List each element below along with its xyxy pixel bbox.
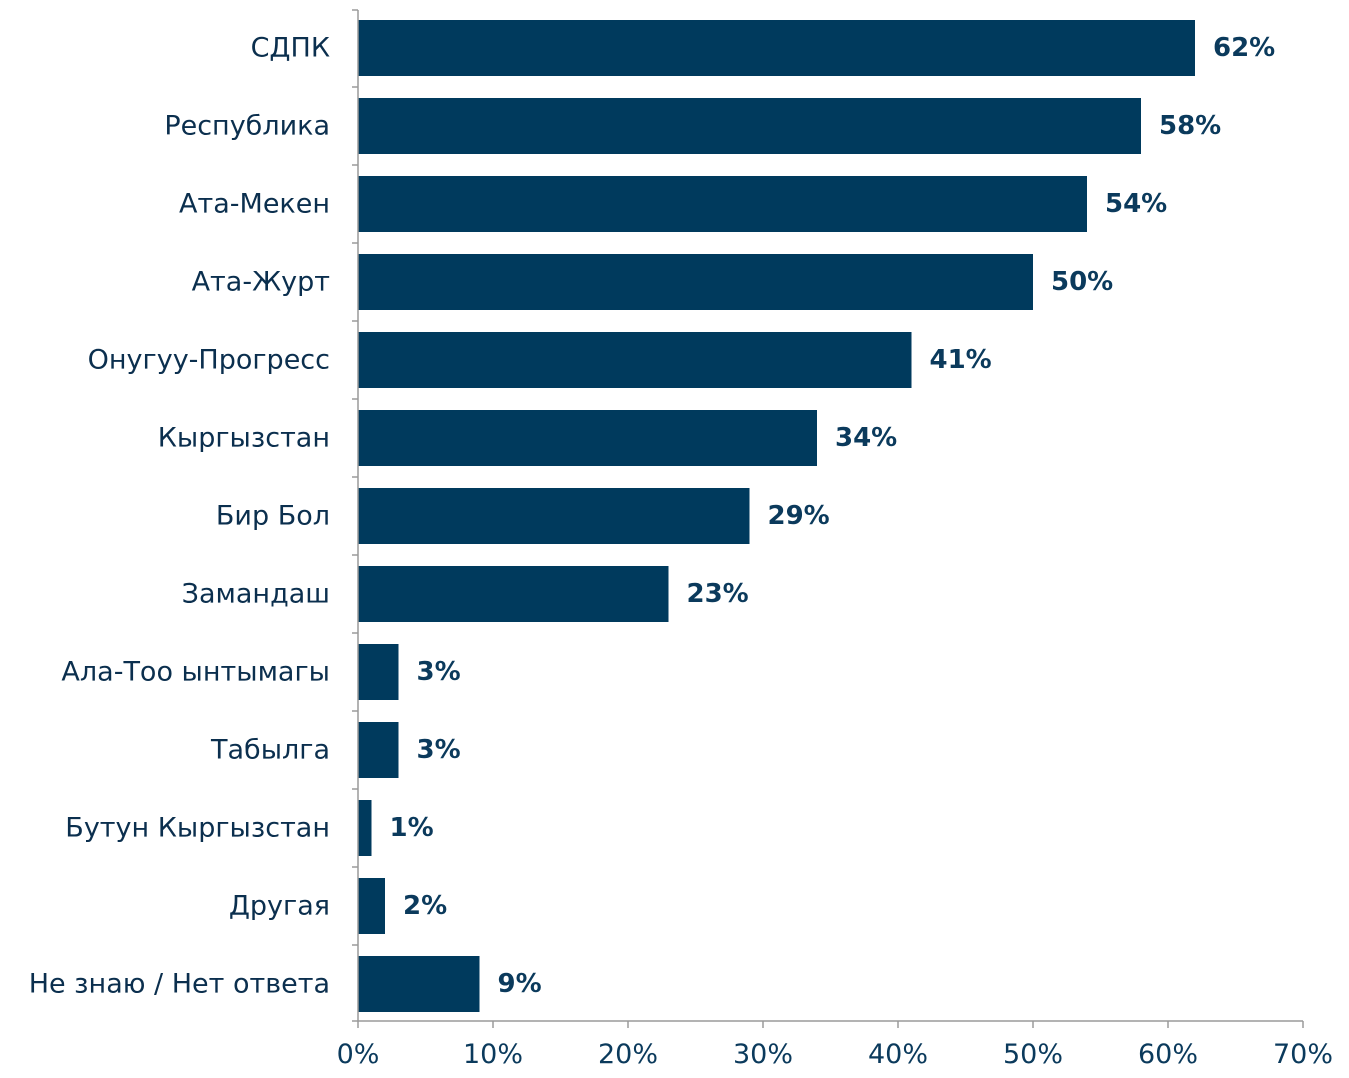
bar	[358, 20, 1195, 76]
data-label: 23%	[687, 579, 749, 609]
data-label: 3%	[417, 735, 461, 765]
bar	[358, 488, 750, 544]
bar	[358, 254, 1033, 310]
x-tick-label: 20%	[598, 1039, 658, 1070]
x-tick-label: 10%	[463, 1039, 523, 1070]
data-label: 34%	[835, 423, 897, 453]
bar	[358, 722, 399, 778]
data-label: 2%	[403, 891, 447, 921]
data-label: 1%	[390, 813, 434, 843]
bar	[358, 566, 669, 622]
category-label: Онугуу-Прогресс	[88, 345, 330, 376]
category-label: Ата-Мекен	[179, 189, 330, 220]
data-label: 41%	[930, 345, 992, 375]
labels-layer: СДПК 62% Республика 58% Ата-Мекен 54% Ата-Журт…	[29, 33, 1333, 1071]
bar	[358, 410, 817, 466]
data-label: 54%	[1105, 189, 1167, 219]
category-label: Бир Бол	[216, 501, 330, 532]
category-label: СДПК	[251, 33, 330, 64]
bar	[358, 956, 480, 1012]
x-tick-label: 50%	[1003, 1039, 1063, 1070]
category-label: Кыргызстан	[158, 423, 330, 454]
axis-layer	[352, 9, 1304, 1028]
bar	[358, 98, 1141, 154]
data-label: 29%	[768, 501, 830, 531]
category-label: Замандаш	[182, 579, 330, 610]
x-tick-label: 30%	[733, 1039, 793, 1070]
bar	[358, 878, 385, 934]
bars-layer	[358, 20, 1195, 1012]
data-label: 9%	[498, 969, 542, 999]
category-label: Не знаю / Нет ответа	[29, 969, 330, 1000]
bar	[358, 800, 372, 856]
category-label: Ата-Журт	[192, 267, 330, 298]
bar	[358, 332, 912, 388]
bar	[358, 176, 1087, 232]
category-label: Ала-Тоо ынтымагы	[61, 657, 330, 688]
category-label: Табылга	[210, 735, 330, 766]
x-tick-label: 40%	[868, 1039, 928, 1070]
category-label: Другая	[229, 891, 330, 922]
x-tick-label: 0%	[337, 1039, 380, 1070]
data-label: 3%	[417, 657, 461, 687]
data-label: 62%	[1213, 33, 1275, 63]
x-tick-label: 70%	[1273, 1039, 1333, 1070]
bar	[358, 644, 399, 700]
data-label: 50%	[1051, 267, 1113, 297]
category-label: Бутун Кыргызстан	[65, 813, 330, 844]
category-label: Республика	[164, 111, 330, 142]
data-label: 58%	[1159, 111, 1221, 141]
x-tick-label: 60%	[1138, 1039, 1198, 1070]
